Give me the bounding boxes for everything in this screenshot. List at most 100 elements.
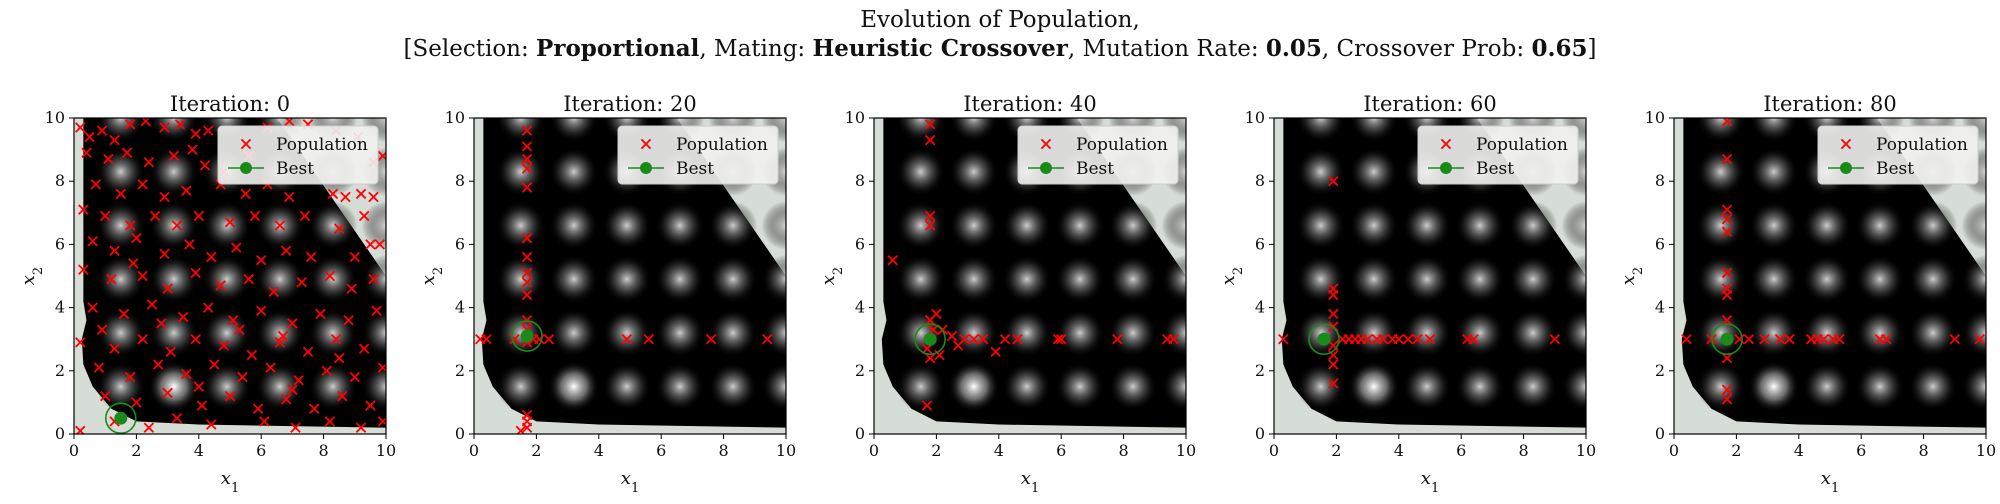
- legend: Population Best: [217, 125, 379, 185]
- population-point: [1681, 333, 1692, 345]
- population-point: [1784, 333, 1795, 345]
- population-point: [109, 343, 120, 354]
- landscape-bump: [1348, 361, 1400, 413]
- landscape-bump: [96, 118, 146, 143]
- population-point: [521, 267, 533, 279]
- y-axis-label: x2: [418, 267, 446, 285]
- landscape-bump: [1696, 201, 1746, 250]
- population-point: [109, 134, 120, 146]
- population-point: [131, 397, 142, 408]
- fitness-landscape: [896, 118, 1186, 413]
- landscape-bump: [202, 308, 252, 358]
- x-tick-label: 4: [994, 441, 1004, 460]
- population-point: [90, 179, 102, 190]
- landscape-bump: [1002, 362, 1052, 411]
- population-point: [187, 144, 198, 155]
- population-point: [521, 182, 533, 193]
- population-point: [128, 258, 139, 269]
- panel-title: Iteration: 0: [170, 92, 290, 116]
- landscape-bump: [1508, 254, 1558, 304]
- population-point: [224, 217, 236, 228]
- population-point: [190, 333, 201, 345]
- legend-best-label: Best: [276, 159, 314, 179]
- landscape-bump: [1908, 254, 1958, 304]
- legend-best-marker: [1040, 162, 1052, 174]
- y-tick-label: 2: [55, 361, 65, 380]
- population-point: [280, 245, 292, 256]
- population-point: [196, 400, 208, 411]
- axes-frame: [73, 117, 387, 435]
- title-part: , Mutation Rate:: [1068, 36, 1266, 62]
- y-tick-label: 2: [1655, 361, 1665, 380]
- population-point: [246, 349, 258, 361]
- landscape-bump: [896, 201, 946, 250]
- population-point: [137, 179, 148, 190]
- population-point: [521, 232, 533, 244]
- landscape-bump: [948, 361, 1000, 413]
- landscape-bump: [1349, 118, 1399, 143]
- landscape-bump: [149, 254, 199, 304]
- y-tick-label: 0: [55, 424, 65, 443]
- x-tick-label: 10: [1576, 441, 1596, 460]
- population-point: [84, 131, 95, 143]
- population-point: [206, 419, 217, 430]
- population-point: [109, 245, 120, 256]
- best-ring: [914, 323, 946, 356]
- legend-population-marker: [1440, 138, 1452, 150]
- population-point: [374, 239, 385, 250]
- population-markers: [1278, 175, 1561, 389]
- panels: 0 2 4 6 8 10 0 2 4 6 8 10 x1 x2 Iteration: 0 Population…: [18, 92, 1996, 496]
- population-point: [924, 210, 936, 222]
- population-point: [333, 352, 345, 364]
- population-point: [521, 125, 533, 136]
- x-tick-label: 8: [319, 441, 329, 460]
- population-point: [921, 400, 933, 411]
- population-point: [1721, 267, 1733, 279]
- landscape-bump: [1908, 201, 1958, 250]
- population-point: [131, 232, 142, 244]
- population-point: [340, 191, 351, 203]
- landscape-bump: [549, 147, 599, 197]
- population-point: [1834, 333, 1845, 345]
- landscape-bump: [708, 201, 758, 250]
- x-tick-label: 8: [719, 441, 729, 460]
- population-point: [521, 289, 533, 301]
- legend-population-label: Population: [1076, 135, 1168, 155]
- population-point: [159, 122, 170, 133]
- population-point: [349, 251, 361, 263]
- population-point: [99, 210, 111, 222]
- landscape-bump: [1802, 201, 1852, 250]
- x-tick-label: 0: [869, 441, 879, 460]
- population-point: [1468, 333, 1479, 345]
- landscape-bump: [255, 254, 305, 304]
- landscape-bump: [1561, 308, 1586, 358]
- population-point: [1328, 308, 1339, 320]
- population-point: [543, 333, 555, 345]
- title-part: 0.65: [1531, 35, 1587, 62]
- population-point: [1721, 213, 1733, 225]
- population-point: [293, 375, 304, 386]
- population-point: [999, 333, 1011, 345]
- landscape-bump: [1749, 201, 1799, 250]
- landscape-bump: [1855, 254, 1905, 304]
- population-point: [277, 330, 289, 342]
- landscape-bump: [1055, 362, 1105, 411]
- population-point: [302, 346, 314, 358]
- legend-population-label: Population: [276, 135, 368, 155]
- landscape-bump: [896, 147, 946, 197]
- figure-title-line-1: Evolution of Population,: [860, 7, 1140, 33]
- landscape-bump: [1748, 361, 1800, 413]
- legend-population-label: Population: [1876, 135, 1968, 155]
- legend-best-label: Best: [1476, 159, 1514, 179]
- population-point: [1328, 289, 1339, 301]
- population-point: [705, 333, 717, 345]
- legend-best-marker: [1840, 162, 1852, 174]
- legend: Population Best: [1017, 125, 1179, 185]
- y-tick-label: 4: [1255, 298, 1265, 317]
- legend-box: [617, 125, 779, 185]
- population-point: [199, 160, 211, 171]
- population-point: [243, 273, 254, 285]
- population-point: [190, 267, 201, 279]
- population-point: [162, 283, 173, 294]
- landscape-bump: [1402, 362, 1452, 411]
